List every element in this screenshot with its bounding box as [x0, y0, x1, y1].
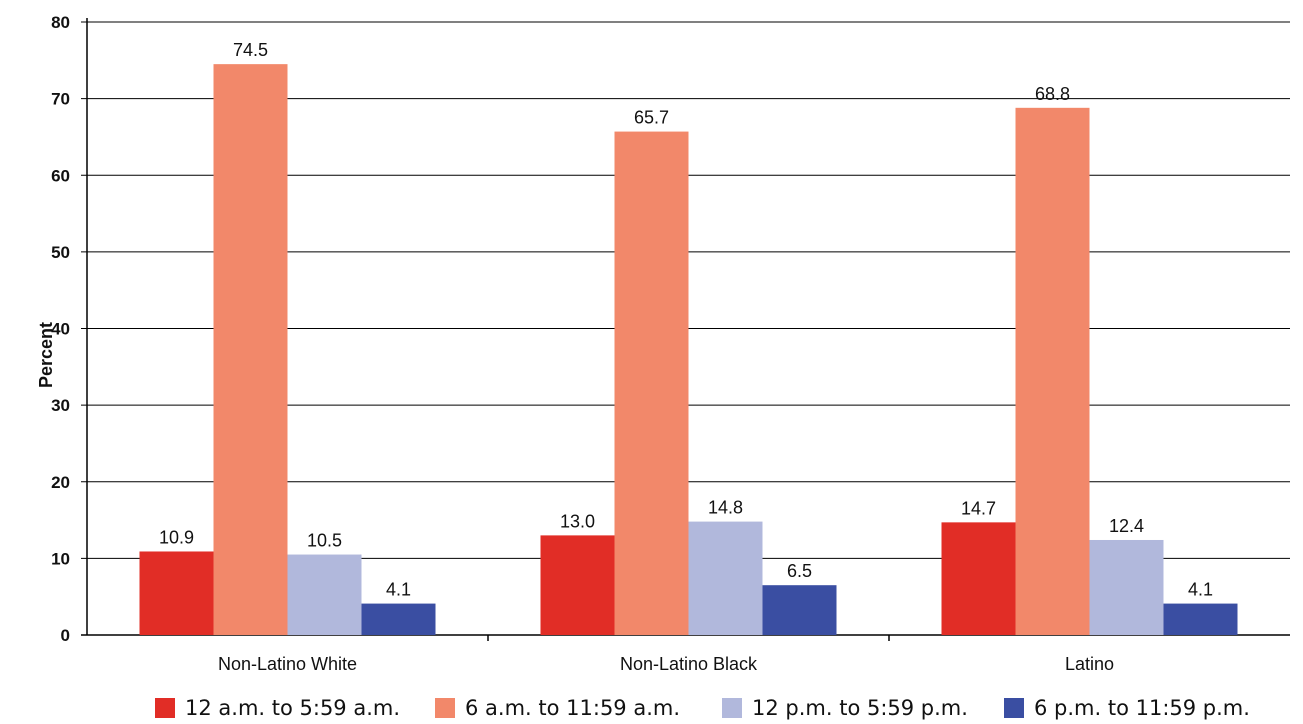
bar-3-1: [941, 522, 1016, 635]
bar-3-2: [1015, 107, 1090, 635]
data-label-2-2: 65.7: [634, 108, 669, 128]
data-label-3-3: 12.4: [1109, 516, 1144, 536]
bars: [139, 64, 1238, 636]
legend-label-1: 12 a.m. to 5:59 a.m.: [185, 696, 401, 720]
bar-1-4: [361, 603, 436, 635]
bar-1-3: [287, 554, 362, 635]
data-label-3-1: 14.7: [961, 498, 996, 518]
data-label-3-4: 4.1: [1188, 580, 1213, 600]
y-tick-label-70: 70: [51, 90, 70, 109]
x-axis-ticks: Non-Latino White Non-Latino Black Latino: [218, 635, 1114, 674]
legend-item-2: 6 a.m. to 11:59 a.m.: [435, 694, 680, 722]
y-tick-label-80: 80: [51, 13, 70, 32]
data-label-2-4: 6.5: [787, 561, 812, 581]
data-labels: 10.9 74.5 10.5 4.1 13.0 65.7 14.8 6.5 14.7 68.8 12…: [159, 40, 1213, 599]
data-label-3-2: 68.8: [1035, 84, 1070, 104]
legend-swatch-2: [435, 698, 455, 718]
legend-label-3: 12 p.m. to 5:59 p.m.: [752, 696, 968, 720]
y-tick-label-50: 50: [51, 243, 70, 262]
bar-2-4: [762, 585, 837, 635]
x-tick-label-2: Non-Latino Black: [620, 654, 758, 674]
legend-item-3: 12 p.m. to 5:59 p.m.: [722, 694, 968, 722]
legend-item-4: 6 p.m. to 11:59 p.m.: [1004, 694, 1250, 722]
bar-2-1: [540, 535, 615, 635]
y-axis-ticks: 0 10 20 30 40 50 60 70 80: [51, 13, 70, 645]
y-tick-label-30: 30: [51, 396, 70, 415]
y-tick-label-10: 10: [51, 549, 70, 568]
legend-swatch-1: [155, 698, 175, 718]
y-tick-label-60: 60: [51, 166, 70, 185]
bar-2-2: [614, 131, 689, 636]
y-tick-label-40: 40: [51, 320, 70, 339]
bar-1-1: [139, 551, 214, 635]
legend-swatch-4: [1004, 698, 1024, 718]
data-label-1-1: 10.9: [159, 527, 194, 547]
data-label-2-1: 13.0: [560, 511, 595, 531]
legend: 12 a.m. to 5:59 a.m. 6 a.m. to 11:59 a.m…: [0, 688, 1303, 724]
bar-3-4: [1163, 603, 1238, 635]
y-tick-label-0: 0: [61, 626, 70, 645]
y-tick-label-20: 20: [51, 473, 70, 492]
x-tick-label-3: Latino: [1065, 654, 1114, 674]
legend-label-2: 6 a.m. to 11:59 a.m.: [465, 696, 681, 720]
data-label-2-3: 14.8: [708, 498, 743, 518]
x-tick-label-1: Non-Latino White: [218, 654, 357, 674]
legend-item-1: 12 a.m. to 5:59 a.m.: [155, 694, 400, 722]
data-label-1-4: 4.1: [386, 580, 411, 600]
legend-label-4: 6 p.m. to 11:59 p.m.: [1034, 696, 1250, 720]
y-axis-label: Percent: [36, 322, 56, 388]
bar-2-3: [688, 521, 763, 635]
data-label-1-2: 74.5: [233, 40, 268, 60]
bar-3-3: [1089, 539, 1164, 635]
legend-swatch-3: [722, 698, 742, 718]
data-label-1-3: 10.5: [307, 531, 342, 551]
bar-1-2: [213, 64, 288, 636]
